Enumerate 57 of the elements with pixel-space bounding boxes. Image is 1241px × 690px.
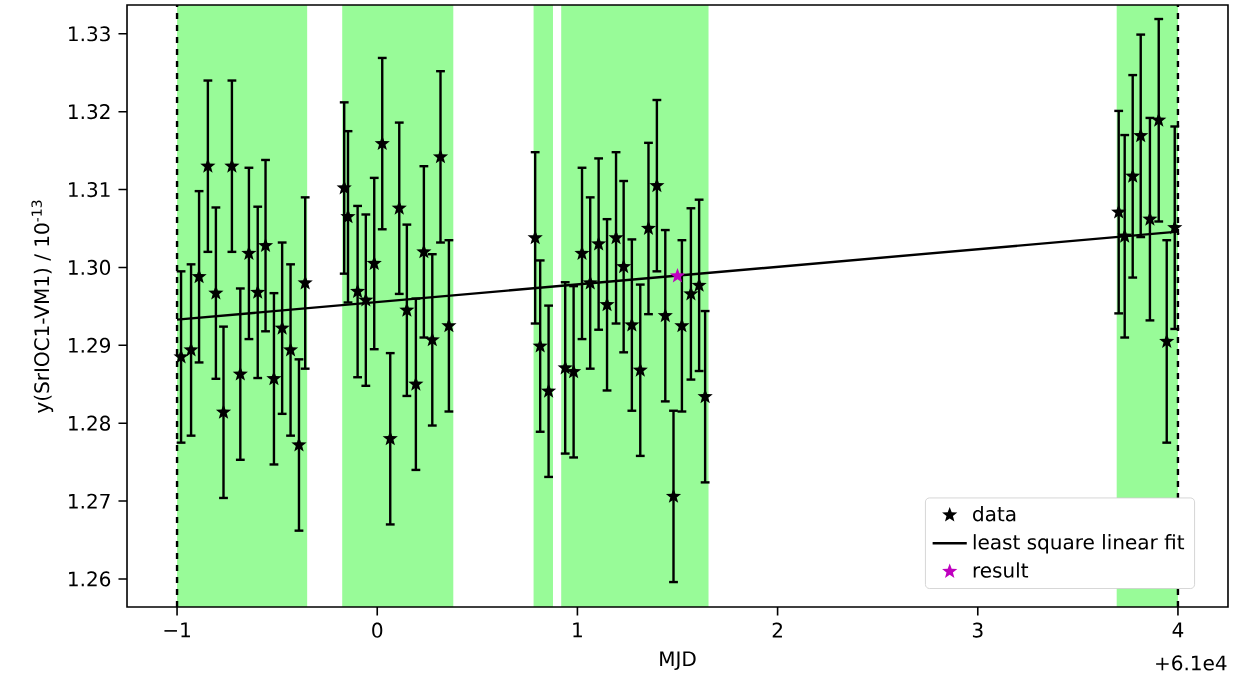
y-tick-label: 1.27 [69, 493, 110, 509]
y-tick-label: 1.33 [69, 26, 110, 42]
legend-label: data [973, 505, 1016, 522]
point [257, 237, 274, 253]
point [1133, 127, 1149, 143]
x-tick-label: 2 [772, 622, 782, 638]
point [424, 331, 440, 347]
y-axis-title: y(SrIOC1-VM1) / 10$^{-13}$ [31, 200, 54, 413]
legend-label: result [973, 562, 1029, 578]
point [282, 341, 299, 357]
point [566, 363, 582, 379]
point [540, 383, 557, 398]
point [1151, 112, 1167, 127]
point [640, 220, 657, 235]
y-tick-label: 1.28 [69, 415, 111, 431]
point [1167, 219, 1183, 235]
y-tick-label: 1.32 [69, 104, 110, 120]
y-tick-label: 1.30 [69, 259, 111, 275]
point [1117, 228, 1133, 243]
point [582, 275, 598, 290]
point [616, 258, 632, 274]
point [173, 349, 189, 364]
x-tick-label: 3 [972, 622, 983, 638]
legend-label: least square linear fit [973, 534, 1185, 554]
point [297, 275, 313, 290]
x-axis-title: MJD [660, 651, 696, 671]
point [1125, 168, 1141, 183]
point [291, 437, 307, 452]
point [382, 430, 398, 446]
y-tick-label: 1.26 [69, 571, 111, 587]
point [408, 376, 424, 391]
text: +6.1e4 [1156, 655, 1227, 671]
point [432, 148, 449, 164]
point [274, 320, 290, 335]
point [1111, 204, 1127, 219]
point [336, 180, 352, 195]
point [532, 338, 548, 353]
point [391, 200, 407, 215]
point [632, 362, 648, 377]
point [657, 307, 673, 323]
y-tick-label: 1.31 [69, 181, 110, 198]
x-tick-label: −1 [164, 622, 190, 638]
point [358, 292, 374, 307]
point [591, 236, 607, 251]
x-tick-label: 0 [372, 622, 383, 638]
x-tick-label: 4 [1172, 622, 1184, 638]
point [215, 404, 232, 419]
point [250, 284, 266, 299]
point [665, 488, 682, 503]
x-tick-label: 1 [573, 622, 582, 638]
point [232, 366, 248, 381]
point [669, 268, 686, 283]
point [624, 317, 640, 332]
point [399, 302, 415, 317]
point [1159, 333, 1175, 348]
point [350, 283, 366, 299]
y-tick-label: 1.29 [69, 337, 110, 353]
